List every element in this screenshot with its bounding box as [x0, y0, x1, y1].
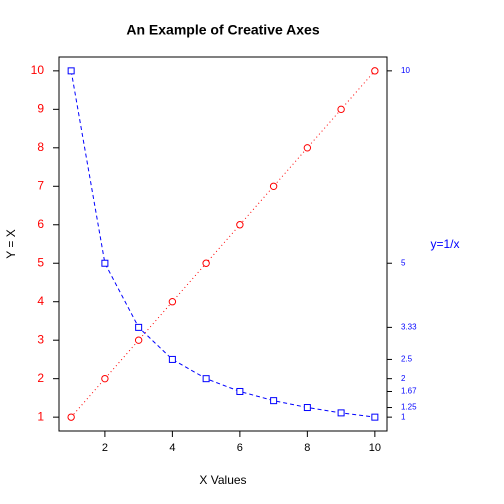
point	[337, 105, 345, 114]
y2-tick-label: 2	[401, 374, 406, 383]
point	[134, 336, 143, 344]
y-tick-label: 2	[37, 371, 44, 385]
y-tick-label: 1	[37, 409, 44, 423]
chart-title: An Example of Creative Axes	[126, 22, 319, 38]
point	[270, 397, 278, 405]
point	[269, 182, 278, 190]
point	[303, 404, 311, 412]
point	[202, 375, 210, 383]
y-tick-label: 5	[37, 255, 44, 269]
point	[337, 409, 345, 417]
y2-tick-label: 3.33	[401, 322, 417, 331]
point	[168, 355, 176, 363]
point	[101, 259, 109, 267]
y-axis-title: Y = X	[4, 229, 18, 258]
point	[67, 413, 75, 421]
y-tick-label: 6	[37, 217, 44, 231]
series-line	[70, 70, 375, 418]
y-tick-label: 7	[37, 178, 44, 192]
y2-tick-label: 2.5	[401, 355, 413, 364]
series-line	[70, 70, 376, 418]
x-tick-label: 2	[102, 442, 108, 454]
y2-tick-label: 1	[401, 412, 406, 421]
y-tick-label: 9	[37, 102, 44, 116]
y-tick-label: 8	[37, 140, 44, 154]
point	[202, 259, 210, 267]
y2-tick-label: 1.25	[401, 403, 417, 412]
y-tick-label: 10	[31, 63, 45, 77]
x-tick-label: 8	[304, 442, 310, 454]
point	[371, 413, 379, 421]
y2-tick-label: 1.67	[401, 387, 417, 396]
x-tick-label: 4	[169, 442, 175, 454]
x-tick-label: 10	[369, 442, 381, 454]
plot-frame	[58, 56, 388, 432]
y-tick-label: 4	[37, 294, 44, 308]
point	[67, 67, 75, 75]
point	[101, 374, 109, 383]
point	[236, 387, 244, 395]
point	[168, 298, 177, 306]
point	[236, 221, 244, 229]
y2-axis-title: y=1/x	[430, 237, 459, 251]
x-tick-label: 6	[237, 442, 243, 454]
y2-tick-label: 10	[401, 66, 410, 75]
y-tick-label: 3	[37, 332, 44, 346]
point	[303, 144, 312, 152]
y2-tick-label: 5	[401, 258, 406, 267]
point	[135, 323, 143, 331]
point	[371, 67, 379, 75]
x-axis-title: X Values	[199, 473, 246, 487]
